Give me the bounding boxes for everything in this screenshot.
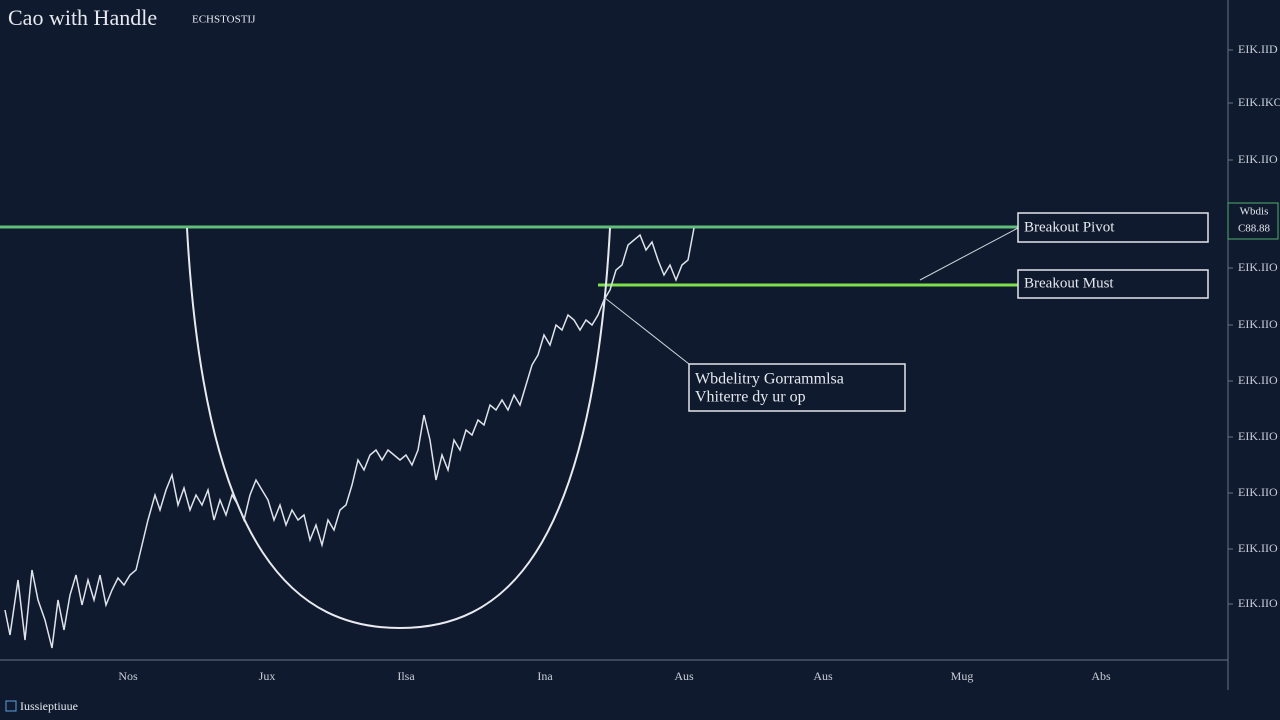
y-tick-label: EIK.IIO bbox=[1238, 152, 1278, 166]
current-price-box bbox=[1227, 202, 1279, 240]
annotation: Vhiterre dy ur op bbox=[695, 389, 806, 406]
annotation: Wbdelitry Gorrammlsa bbox=[695, 371, 844, 388]
footer-brand: Iussieptiuue bbox=[20, 699, 78, 713]
annotation: Breakout Must bbox=[1024, 275, 1114, 291]
annotation-box bbox=[1017, 269, 1209, 299]
x-tick-label: Ilsa bbox=[397, 669, 415, 683]
y-tick-label: EIK.IIO bbox=[1238, 485, 1278, 499]
x-tick-label: Abs bbox=[1091, 669, 1111, 683]
x-tick-label: Jux bbox=[259, 669, 276, 683]
y-tick-label: EIK.IID bbox=[1238, 42, 1278, 56]
y-tick-label: EIK.IIO bbox=[1238, 541, 1278, 555]
y-tick-label: EIK.IKO bbox=[1238, 95, 1280, 109]
y-tick-label: EIK.IIO bbox=[1238, 429, 1278, 443]
brand-icon bbox=[5, 700, 17, 712]
subtitle: ECHSTOSTIJ bbox=[192, 14, 256, 26]
annotation: Breakout Pivot bbox=[1024, 219, 1115, 235]
x-tick-label: Nos bbox=[118, 669, 138, 683]
price-line bbox=[4, 227, 695, 649]
annotation-box bbox=[688, 363, 906, 412]
title: Cao with Handle bbox=[8, 5, 157, 30]
x-tick-label: Ina bbox=[537, 669, 553, 683]
y-tick-label: EIK.IIO bbox=[1238, 317, 1278, 331]
connector bbox=[919, 227, 1019, 281]
y-tick-label: EIK.IIO bbox=[1238, 373, 1278, 387]
connector bbox=[604, 297, 690, 365]
current-value: C88.88 bbox=[1238, 223, 1271, 235]
y-tick-label: EIK.IIO bbox=[1238, 596, 1278, 610]
x-tick-label: Aus bbox=[813, 669, 833, 683]
current-label: Wbdis bbox=[1240, 206, 1269, 218]
x-tick-label: Mug bbox=[951, 669, 974, 683]
annotation-box bbox=[1017, 212, 1209, 243]
y-tick-label: EIK.IIO bbox=[1238, 260, 1278, 274]
cup-curve bbox=[186, 227, 611, 630]
x-tick-label: Aus bbox=[674, 669, 694, 683]
